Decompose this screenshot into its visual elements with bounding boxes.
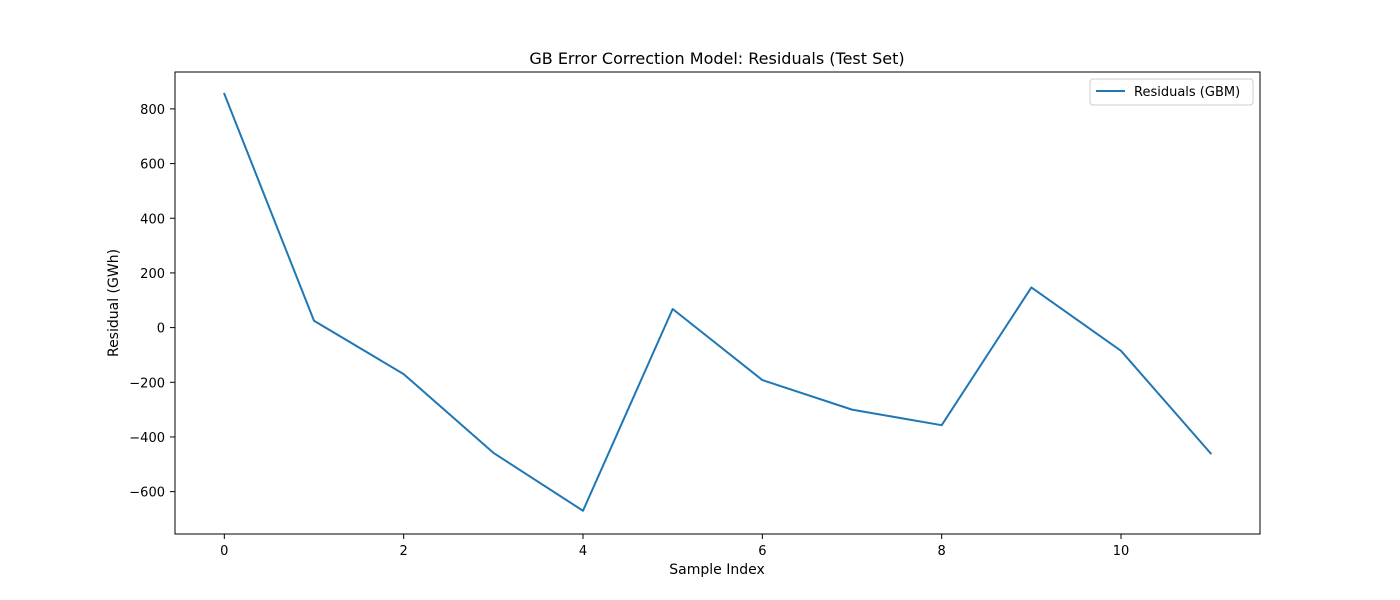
y-tick-label: −200	[129, 376, 165, 391]
data-point	[582, 510, 584, 512]
x-tick-label: 6	[758, 544, 766, 559]
x-axis: 0 2 4 6 8 10	[220, 534, 1129, 559]
data-point	[1120, 350, 1122, 352]
y-axis-title: Residual (GWh)	[106, 249, 122, 357]
y-tick-label: 800	[140, 103, 165, 118]
y-tick-label: −600	[129, 486, 165, 501]
series-line-residuals-gbm	[223, 92, 1213, 512]
y-tick-label: 600	[140, 158, 165, 173]
data-point	[1210, 452, 1212, 454]
y-tick-label: −400	[129, 431, 165, 446]
data-point	[223, 93, 225, 95]
data-point	[403, 373, 405, 375]
x-tick-label: 2	[400, 544, 408, 559]
plot-area-frame	[174, 71, 1261, 535]
y-tick-label: 400	[140, 212, 165, 227]
y-tick-label: 200	[140, 267, 165, 282]
data-point	[761, 379, 763, 381]
x-tick-label: 0	[220, 544, 228, 559]
y-axis: −600 −400 −200 0 200 400 600 800	[129, 103, 175, 501]
data-point	[851, 409, 853, 411]
series-layer	[223, 92, 1213, 512]
data-point	[492, 452, 494, 454]
legend-label-residuals: Residuals (GBM)	[1134, 85, 1240, 100]
x-tick-label: 10	[1113, 544, 1130, 559]
chart-title: GB Error Correction Model: Residuals (Te…	[529, 49, 904, 68]
data-point	[672, 308, 674, 310]
x-tick-label: 8	[938, 544, 946, 559]
legend: Residuals (GBM)	[1089, 78, 1254, 106]
x-tick-label: 4	[579, 544, 587, 559]
data-point	[1030, 286, 1032, 288]
data-point	[313, 320, 315, 322]
legend-box	[1089, 78, 1254, 106]
data-point	[941, 424, 943, 426]
y-tick-label: 0	[157, 322, 165, 337]
x-axis-title: Sample Index	[669, 562, 764, 578]
